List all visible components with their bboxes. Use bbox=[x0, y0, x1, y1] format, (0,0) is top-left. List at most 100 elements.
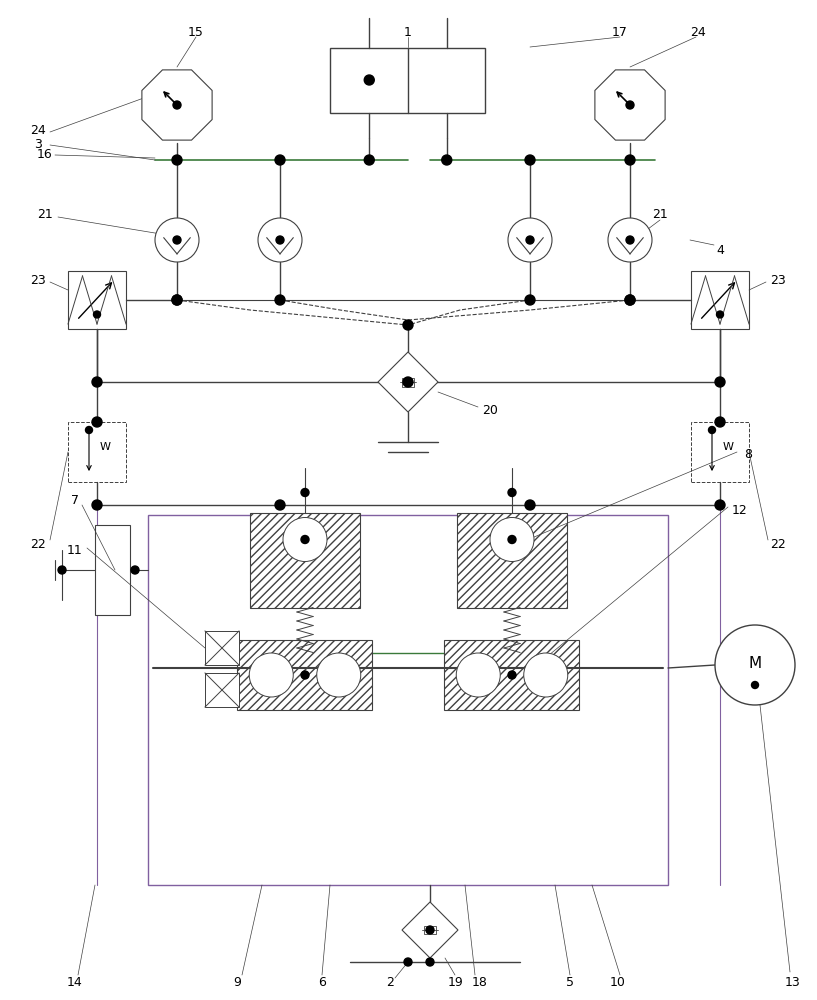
Circle shape bbox=[625, 155, 635, 165]
Text: 18: 18 bbox=[472, 976, 488, 988]
Text: 22: 22 bbox=[770, 538, 786, 552]
Circle shape bbox=[625, 295, 635, 305]
Text: 10: 10 bbox=[610, 976, 626, 988]
Circle shape bbox=[525, 500, 535, 510]
Circle shape bbox=[301, 671, 309, 679]
Bar bbox=[402, 377, 414, 386]
Polygon shape bbox=[595, 70, 665, 140]
Circle shape bbox=[301, 488, 309, 496]
Text: 16: 16 bbox=[37, 148, 53, 161]
Text: 23: 23 bbox=[770, 273, 786, 286]
Bar bbox=[331, 47, 485, 112]
Circle shape bbox=[172, 295, 182, 305]
Text: 6: 6 bbox=[318, 976, 326, 988]
Circle shape bbox=[249, 653, 293, 697]
Circle shape bbox=[508, 671, 516, 679]
Circle shape bbox=[131, 566, 139, 574]
Circle shape bbox=[524, 653, 568, 697]
Circle shape bbox=[426, 958, 434, 966]
Text: 12: 12 bbox=[732, 504, 748, 516]
Bar bbox=[68, 422, 126, 482]
Circle shape bbox=[364, 75, 374, 85]
Circle shape bbox=[317, 653, 361, 697]
Text: 24: 24 bbox=[30, 123, 46, 136]
Text: 4: 4 bbox=[716, 243, 724, 256]
Text: 9: 9 bbox=[233, 976, 241, 988]
Circle shape bbox=[626, 101, 634, 109]
Circle shape bbox=[525, 295, 535, 305]
Bar bbox=[457, 512, 567, 607]
Bar bbox=[444, 640, 579, 710]
Circle shape bbox=[275, 295, 285, 305]
Circle shape bbox=[364, 155, 374, 165]
Circle shape bbox=[173, 236, 181, 244]
Circle shape bbox=[508, 536, 516, 544]
Circle shape bbox=[92, 500, 102, 510]
Text: 23: 23 bbox=[30, 273, 46, 286]
Circle shape bbox=[283, 518, 327, 562]
Circle shape bbox=[275, 500, 285, 510]
Text: 15: 15 bbox=[188, 25, 204, 38]
Text: 21: 21 bbox=[652, 209, 667, 222]
Text: 20: 20 bbox=[482, 403, 498, 416]
Circle shape bbox=[508, 488, 516, 496]
Circle shape bbox=[92, 417, 102, 427]
Circle shape bbox=[608, 218, 652, 262]
Bar bbox=[68, 271, 126, 329]
Circle shape bbox=[490, 518, 534, 562]
Circle shape bbox=[275, 155, 285, 165]
Circle shape bbox=[155, 218, 199, 262]
Circle shape bbox=[404, 958, 412, 966]
Polygon shape bbox=[378, 352, 438, 412]
Bar bbox=[691, 271, 749, 329]
Text: W: W bbox=[722, 442, 734, 452]
Circle shape bbox=[86, 426, 92, 434]
Circle shape bbox=[715, 417, 725, 427]
Bar bbox=[424, 926, 435, 934]
Text: 11: 11 bbox=[67, 544, 83, 556]
Circle shape bbox=[708, 426, 716, 434]
Circle shape bbox=[442, 155, 452, 165]
Circle shape bbox=[172, 295, 182, 305]
Bar bbox=[691, 422, 749, 482]
Circle shape bbox=[525, 155, 535, 165]
Text: 2: 2 bbox=[386, 976, 394, 988]
Circle shape bbox=[404, 378, 412, 386]
Text: 1: 1 bbox=[404, 25, 412, 38]
Circle shape bbox=[92, 377, 102, 387]
Text: W: W bbox=[100, 442, 110, 452]
Circle shape bbox=[526, 236, 534, 244]
Text: 22: 22 bbox=[30, 538, 46, 552]
Bar bbox=[148, 515, 668, 885]
Text: 5: 5 bbox=[566, 976, 574, 988]
Text: 21: 21 bbox=[37, 209, 53, 222]
Text: 8: 8 bbox=[744, 448, 752, 462]
Circle shape bbox=[276, 236, 284, 244]
Polygon shape bbox=[142, 70, 212, 140]
Text: 13: 13 bbox=[785, 976, 801, 988]
Text: 14: 14 bbox=[67, 976, 83, 988]
Circle shape bbox=[456, 653, 500, 697]
Bar bbox=[95, 525, 130, 615]
Circle shape bbox=[752, 682, 758, 688]
Circle shape bbox=[93, 311, 100, 318]
Text: 24: 24 bbox=[690, 25, 706, 38]
Text: M: M bbox=[748, 656, 761, 670]
Circle shape bbox=[173, 101, 181, 109]
Circle shape bbox=[426, 926, 434, 934]
Circle shape bbox=[625, 295, 635, 305]
Bar bbox=[238, 640, 373, 710]
Circle shape bbox=[172, 155, 182, 165]
Circle shape bbox=[715, 377, 725, 387]
Text: 19: 19 bbox=[449, 976, 464, 988]
Circle shape bbox=[301, 536, 309, 544]
Circle shape bbox=[508, 218, 552, 262]
Bar bbox=[250, 512, 360, 607]
Circle shape bbox=[403, 320, 413, 330]
Circle shape bbox=[403, 377, 413, 387]
Circle shape bbox=[715, 625, 795, 705]
Polygon shape bbox=[402, 902, 458, 958]
Circle shape bbox=[258, 218, 302, 262]
Circle shape bbox=[626, 236, 634, 244]
Bar bbox=[205, 631, 239, 665]
